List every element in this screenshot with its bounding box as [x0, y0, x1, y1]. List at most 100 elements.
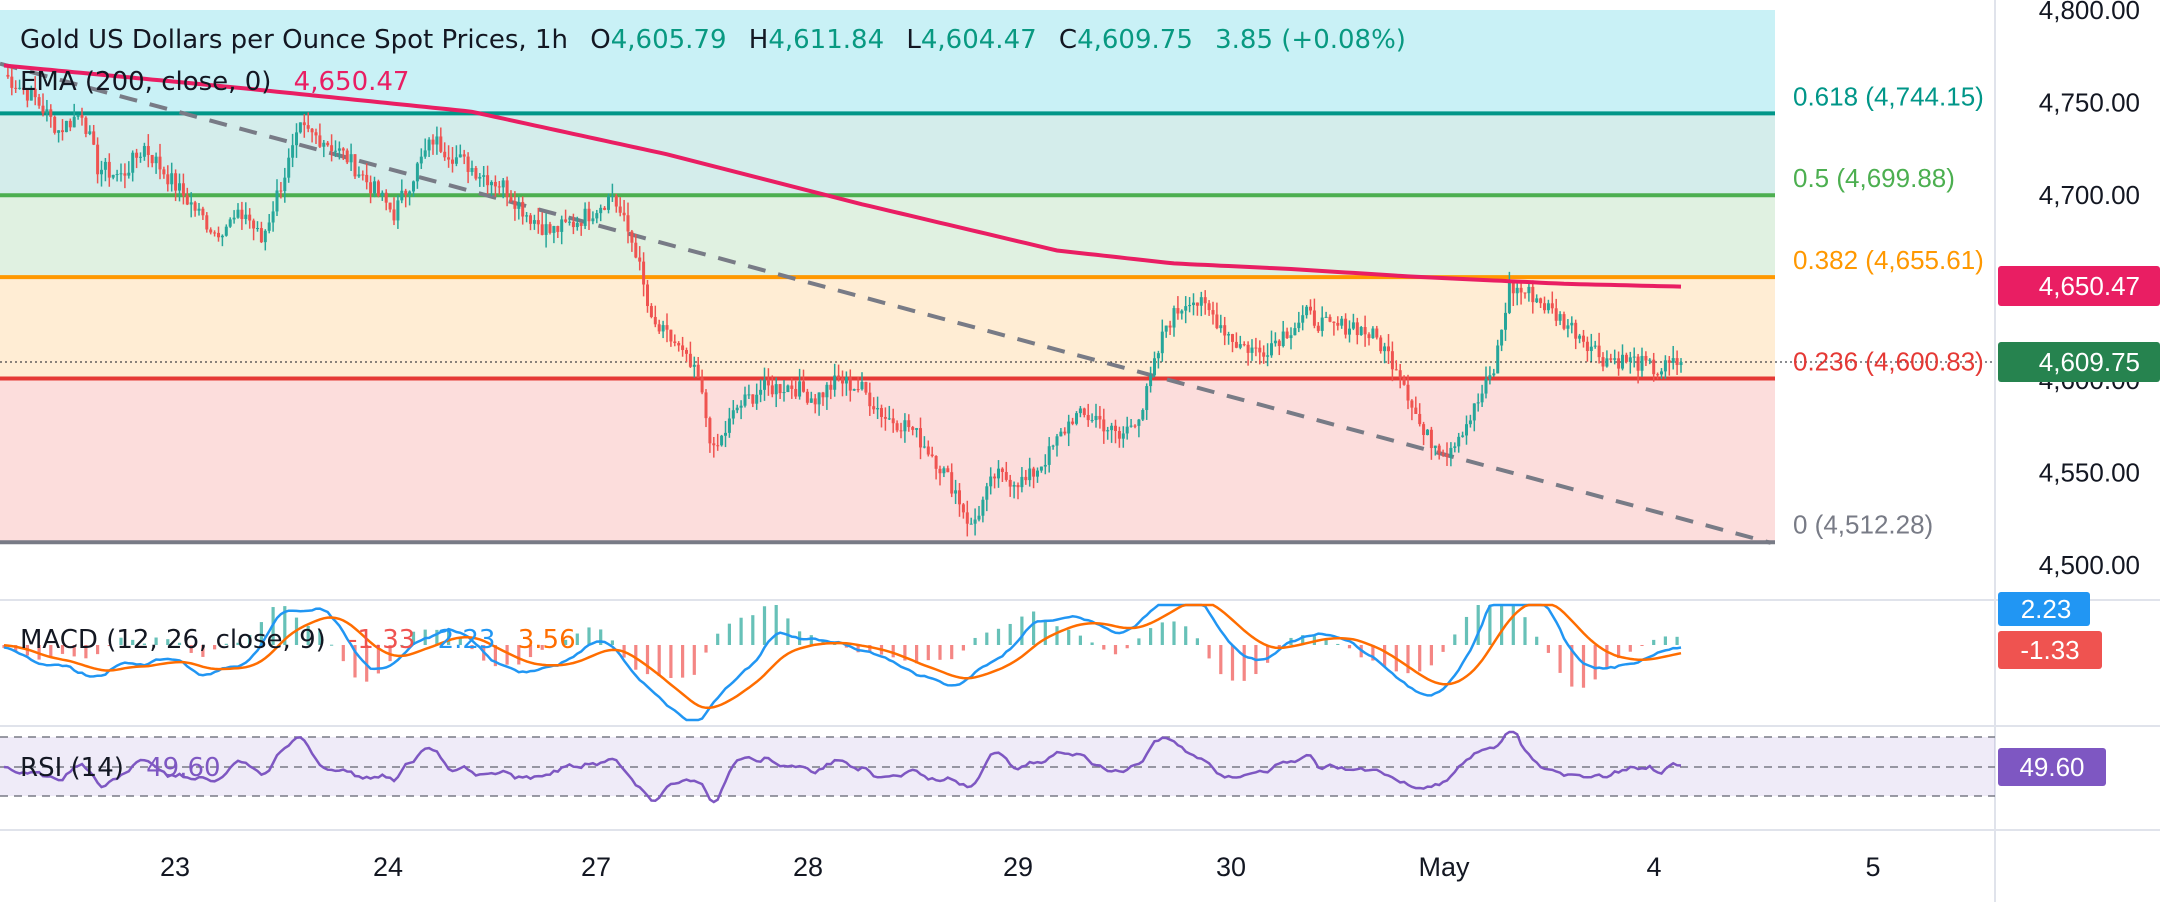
candle-body [283, 177, 287, 192]
candle-body [334, 150, 337, 152]
candle [423, 138, 427, 159]
candle [1106, 426, 1110, 440]
candle [1075, 411, 1078, 426]
candle-body [154, 156, 158, 164]
candle [817, 392, 821, 416]
candle-body [490, 181, 493, 186]
candle [217, 226, 220, 242]
candle [334, 140, 337, 158]
candle [926, 440, 930, 457]
candle [1562, 311, 1566, 331]
candle [474, 165, 478, 181]
candle-body [731, 410, 735, 419]
candle-body [642, 261, 646, 285]
candle-body [1114, 425, 1117, 432]
candle-body [958, 490, 961, 505]
candle-body [1231, 334, 1234, 342]
candle-body [704, 392, 708, 419]
candle-body [1211, 310, 1215, 315]
candle [770, 375, 774, 398]
candle [556, 225, 560, 239]
time-axis[interactable]: 23 24 27 28 29 30 May 4 5 [160, 852, 1881, 882]
candle-body [903, 420, 907, 432]
candle [1500, 329, 1504, 352]
macd-hist-bar [505, 645, 509, 665]
candle [1008, 474, 1012, 497]
candle-body [1180, 310, 1184, 314]
candle-body [626, 215, 630, 232]
candle-body [205, 215, 209, 230]
candle [193, 200, 197, 217]
candle-body [501, 180, 505, 188]
candle-body [681, 345, 685, 351]
candle [1133, 424, 1137, 429]
candle [1004, 461, 1008, 482]
candle [529, 213, 532, 231]
macd-line [3, 603, 1682, 722]
candle [1585, 336, 1589, 362]
candle-body [610, 196, 614, 198]
macd-hist-bar [669, 645, 673, 679]
candle [805, 388, 809, 405]
candle [766, 368, 770, 396]
candle [482, 165, 486, 187]
macd-hist-bar [1546, 645, 1550, 653]
candle-body [833, 375, 837, 390]
candle [961, 502, 965, 519]
macd-hist-bar [1500, 605, 1504, 645]
candle-body [989, 476, 993, 487]
candle [653, 305, 657, 328]
candle-body [532, 220, 536, 224]
macd-hist-bar [1008, 623, 1012, 645]
macd-hist-bar [1675, 636, 1679, 645]
candle-body [1227, 334, 1231, 336]
candle [1309, 299, 1312, 315]
candle-body [341, 148, 345, 151]
macd-hist-bar [306, 625, 310, 645]
candle [568, 217, 571, 226]
candle [587, 201, 591, 230]
candle-body [1141, 410, 1145, 420]
candle [1566, 319, 1570, 338]
candle-body [80, 115, 84, 118]
candle [1281, 320, 1285, 348]
candle-body [1539, 298, 1543, 304]
candle [1476, 393, 1480, 412]
rsi-badge-text: 49.60 [2019, 752, 2084, 782]
descending-trendline[interactable] [0, 61, 1772, 545]
candle [501, 178, 505, 199]
macd-hist-bar [1652, 639, 1656, 645]
candle [887, 405, 891, 420]
candle [1675, 350, 1679, 376]
macd-hist-bar [891, 645, 895, 658]
candle [357, 166, 361, 178]
candle [1234, 332, 1238, 349]
candle [314, 128, 318, 145]
candle-body [712, 443, 716, 446]
candle-body [1445, 454, 1449, 457]
hist-badge: -1.33 [1998, 631, 2102, 669]
candle-body [1215, 314, 1219, 329]
candle [560, 215, 564, 245]
macd-hist-bar [435, 629, 439, 645]
ema-legend: EMA (200, close, 0) 4,650.47 [20, 67, 409, 97]
macd-hist-bar [1558, 645, 1562, 673]
candle-body [1527, 286, 1531, 294]
candle [1371, 326, 1375, 339]
candle [228, 217, 232, 228]
candle-body [1355, 322, 1359, 336]
rsi-line [3, 730, 1682, 804]
candle [649, 303, 653, 319]
macd-hist-bar [1523, 617, 1527, 645]
candle-body [1472, 403, 1476, 421]
candle-body [1223, 325, 1227, 336]
macd-hist-bar [1535, 636, 1539, 645]
candle-body [100, 169, 103, 175]
candle-body [115, 174, 119, 176]
candle [1168, 320, 1172, 336]
candle [298, 122, 302, 134]
candle-body [1515, 287, 1519, 294]
macd-hist-bar [458, 638, 462, 645]
candle [400, 179, 404, 204]
